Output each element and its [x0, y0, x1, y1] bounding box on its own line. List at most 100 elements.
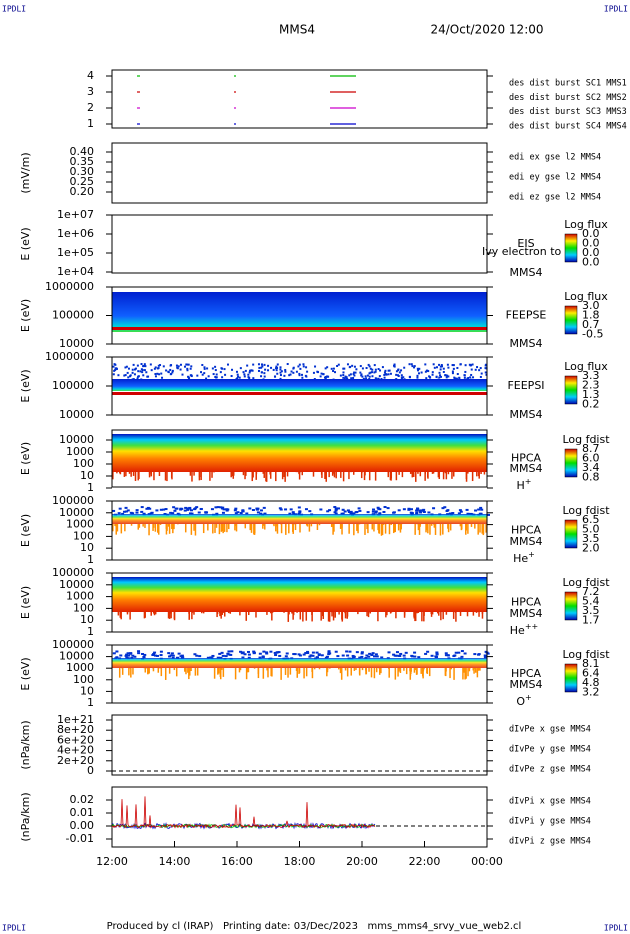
spectrogram — [222, 508, 226, 511]
spectrogram — [234, 524, 236, 531]
spectrogram — [413, 472, 415, 477]
spectrogram — [413, 668, 416, 673]
spectrogram — [360, 472, 363, 479]
spectrogram — [113, 369, 116, 372]
spectrogram — [164, 508, 168, 511]
spectrogram — [131, 368, 134, 371]
spectrogram — [271, 668, 273, 677]
spectrogram — [130, 472, 132, 477]
spectrogram — [352, 377, 355, 380]
spectrogram — [161, 376, 164, 379]
spectrogram — [279, 377, 282, 380]
spectrogram — [304, 652, 308, 655]
colorbar-tick: 3.3 — [582, 369, 600, 382]
spectrogram — [378, 375, 381, 378]
spectrogram — [318, 668, 321, 670]
spectrogram — [383, 376, 386, 379]
spectrogram — [438, 612, 440, 616]
spectrogram — [135, 509, 139, 512]
spectrogram — [206, 367, 209, 370]
spectrogram — [325, 472, 327, 482]
spectrogram — [211, 654, 215, 657]
spectrogram — [480, 372, 483, 375]
spectrogram — [129, 374, 132, 377]
spectrogram — [191, 612, 193, 620]
spectrogram — [398, 472, 400, 475]
spectrogram — [196, 374, 199, 377]
plot-frame — [111, 142, 488, 204]
spectrogram — [463, 652, 467, 655]
spectrogram — [265, 472, 267, 482]
spectrogram — [374, 653, 378, 656]
spectrogram — [195, 654, 199, 657]
spectrogram — [227, 653, 231, 656]
spectrogram — [239, 650, 243, 653]
y-axis-label: E (eV) — [19, 442, 32, 475]
spectrogram — [385, 612, 387, 618]
spectrogram — [278, 654, 282, 657]
spectrogram — [425, 524, 428, 531]
spectrogram — [156, 372, 159, 375]
spectrogram — [370, 654, 374, 657]
y-tick-label: 10000 — [59, 408, 94, 421]
spectrogram — [162, 508, 166, 511]
spectrogram — [477, 524, 479, 535]
spectrogram — [305, 668, 308, 677]
spectrogram — [267, 364, 270, 367]
spectrogram — [395, 654, 399, 657]
spectrogram — [317, 653, 321, 656]
spectrogram — [377, 612, 379, 622]
spectrogram — [361, 668, 364, 671]
colorbar-tick: 0.8 — [582, 471, 600, 484]
legend-entry: dIvPe x gse MMS4 — [509, 725, 591, 735]
spectrogram — [154, 375, 157, 378]
spectrogram — [480, 508, 484, 511]
spectrogram — [342, 374, 345, 377]
spacecraft-label: MMS4 — [510, 607, 543, 620]
species-label: He+ — [513, 550, 535, 566]
spectrogram — [326, 668, 329, 670]
spectrogram — [126, 652, 130, 655]
spectrogram — [263, 524, 265, 526]
spectrogram — [259, 509, 263, 512]
spectrogram — [368, 365, 371, 368]
spectrogram — [289, 668, 292, 675]
spectrogram — [467, 524, 469, 534]
spectrogram — [256, 511, 260, 514]
spectrogram — [464, 370, 467, 373]
spectrogram — [298, 374, 301, 377]
spectrogram — [446, 363, 449, 366]
spectrogram — [311, 651, 315, 654]
spectrogram — [229, 653, 233, 656]
species-label: O+ — [516, 693, 531, 709]
spectrogram — [358, 509, 362, 512]
spectrogram — [154, 366, 157, 369]
spectrogram — [417, 656, 421, 659]
spectrogram — [164, 472, 167, 481]
spectrogram — [215, 373, 218, 376]
spectrogram — [257, 668, 260, 679]
spectrogram — [112, 373, 115, 376]
spectrogram — [464, 668, 466, 680]
spectrogram — [189, 367, 192, 370]
spectrogram — [276, 524, 279, 534]
spectrogram — [262, 650, 266, 653]
spectrogram — [399, 524, 402, 533]
spectrogram — [427, 511, 431, 514]
spectrogram — [411, 472, 414, 478]
spectrogram — [170, 652, 174, 655]
spectrogram — [115, 524, 118, 535]
spectrogram — [398, 668, 400, 672]
spectrogram — [157, 668, 160, 673]
spectrogram — [301, 472, 304, 476]
spectrogram — [191, 472, 193, 482]
spectrogram — [262, 524, 264, 529]
spectrogram — [243, 373, 246, 376]
spectrogram — [400, 377, 403, 380]
spectrogram — [258, 652, 262, 655]
spectrogram — [112, 577, 487, 612]
spectrogram — [245, 612, 247, 621]
spectrogram — [190, 512, 194, 515]
spectrogram — [466, 377, 469, 380]
spectrogram — [423, 612, 425, 616]
